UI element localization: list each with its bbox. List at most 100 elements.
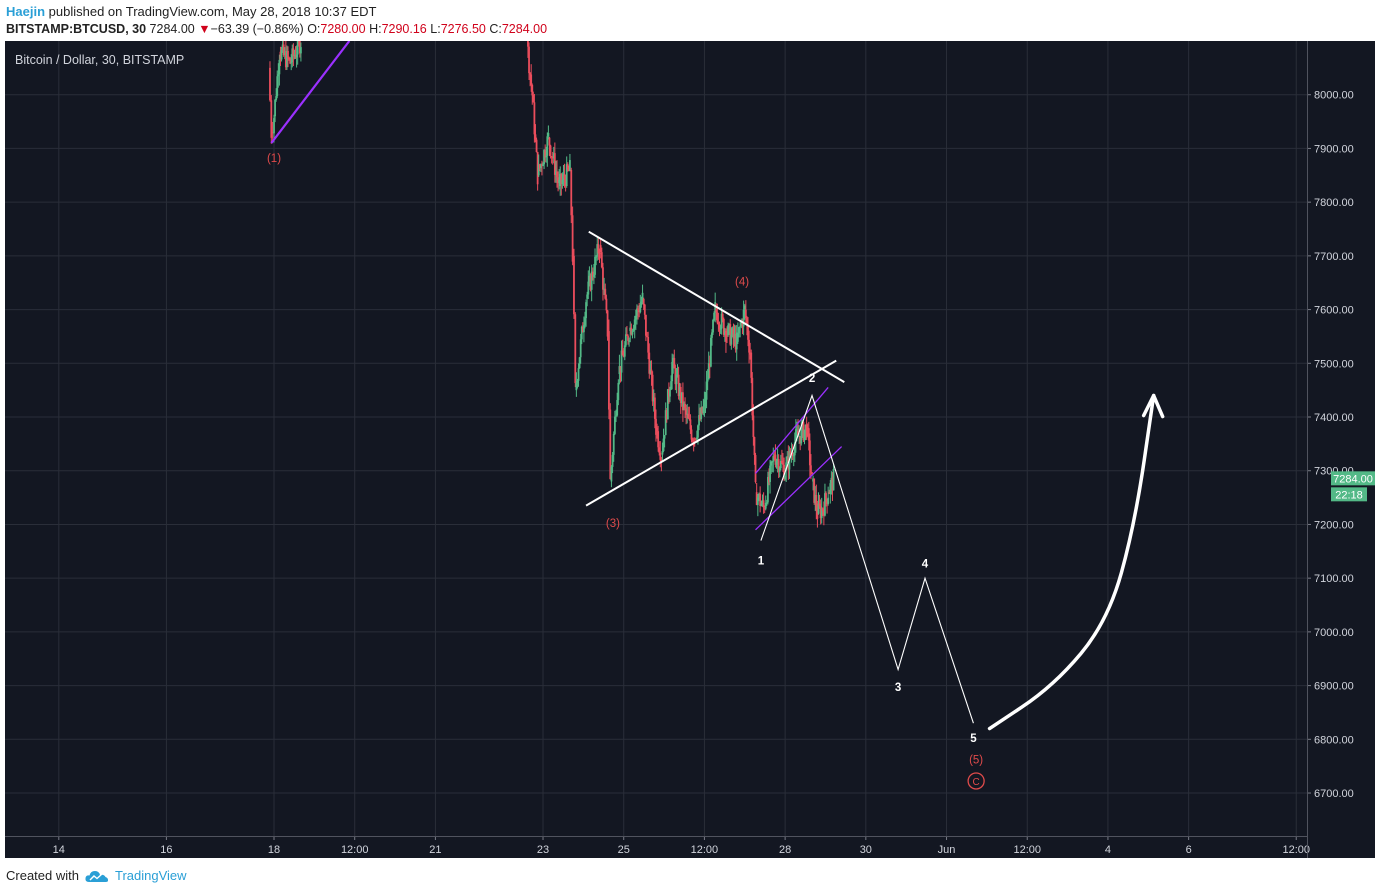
candle-body xyxy=(698,415,700,426)
candle-body xyxy=(552,153,555,159)
plot-area: (1) (3) (4) 1 2 3 4 5 (5) C xyxy=(267,41,1165,790)
candle-body xyxy=(688,418,691,420)
candle-body xyxy=(559,173,562,187)
candle-body xyxy=(755,492,758,505)
candle-body xyxy=(282,44,285,56)
wave-label: 3 xyxy=(895,682,901,694)
candle-body xyxy=(675,374,678,385)
candle-body xyxy=(816,510,819,519)
candle-body xyxy=(822,508,825,516)
candle-body xyxy=(801,422,804,428)
candle-body xyxy=(539,164,542,168)
candle-body xyxy=(590,271,593,290)
x-tick-label: 12:00 xyxy=(691,844,719,856)
candle-body xyxy=(679,386,682,404)
candle-body xyxy=(711,332,713,338)
candle-body xyxy=(555,171,557,175)
candle-body xyxy=(796,430,798,439)
candle-body xyxy=(702,406,705,414)
y-tick-label: 6900.00 xyxy=(1314,681,1354,693)
candle-body xyxy=(792,455,795,457)
candle-body xyxy=(744,309,747,319)
candle-body xyxy=(674,368,677,385)
close-value: 7284.00 xyxy=(501,22,548,36)
candle-body xyxy=(547,133,550,137)
last-price-label: 7284.00 xyxy=(1333,473,1373,485)
created-with-label: Created with xyxy=(6,868,79,883)
candle-body xyxy=(279,51,282,60)
candle-body xyxy=(634,315,637,320)
wave-label: (3) xyxy=(606,518,620,530)
candle-body xyxy=(782,462,784,465)
candle-body xyxy=(541,164,543,167)
candle-body xyxy=(793,442,796,456)
x-tick-label: 21 xyxy=(429,844,441,856)
countdown-badge xyxy=(1331,487,1367,502)
candle-body xyxy=(721,313,724,319)
candle-body xyxy=(646,335,648,337)
candle-body xyxy=(785,462,788,471)
candle-body xyxy=(270,100,273,138)
candle-body xyxy=(529,73,532,75)
candle-body xyxy=(730,334,733,345)
candle-body xyxy=(772,456,775,462)
candle-body xyxy=(699,415,702,420)
candle-body xyxy=(596,244,599,257)
candle-body xyxy=(577,368,580,381)
candle-body xyxy=(273,118,275,134)
candle-body xyxy=(281,44,284,51)
candle-body xyxy=(589,275,592,290)
candle-body xyxy=(805,424,808,438)
last-price-badge xyxy=(1331,471,1375,486)
candle-body xyxy=(767,476,769,503)
candle-body xyxy=(683,403,685,407)
y-tick-label: 7100.00 xyxy=(1314,573,1354,585)
candle-body xyxy=(286,51,288,68)
candle-body xyxy=(594,256,596,275)
candle-body xyxy=(658,447,661,453)
low-label: L: xyxy=(430,22,441,36)
candle-body xyxy=(732,328,735,339)
candle-body xyxy=(743,305,746,310)
candle-body xyxy=(642,298,645,305)
candle-body xyxy=(715,309,718,313)
tradingview-link[interactable]: TradingView xyxy=(85,868,187,883)
published-text: published on TradingView.com, May 28, 20… xyxy=(48,4,377,19)
candle-body xyxy=(761,500,764,504)
candle-body xyxy=(798,436,801,438)
candle-body xyxy=(770,461,773,466)
candle-body xyxy=(550,156,553,158)
candle-body xyxy=(786,456,789,463)
candle-body xyxy=(735,332,738,350)
author-link[interactable]: Haejin xyxy=(6,4,46,19)
candle-body xyxy=(811,472,813,474)
candle-body xyxy=(777,459,780,472)
candle-body xyxy=(643,304,646,315)
candle-body xyxy=(820,508,823,519)
candle-body xyxy=(289,58,292,64)
candle-body xyxy=(694,438,697,440)
candle-body xyxy=(713,312,716,320)
candle-body xyxy=(295,54,298,58)
chart-background xyxy=(5,41,1375,858)
candle-body xyxy=(584,318,586,326)
candle-body xyxy=(734,334,737,350)
candle-body xyxy=(536,152,539,185)
candle-body xyxy=(687,413,690,419)
candle-body xyxy=(741,321,744,327)
candle-body xyxy=(587,281,590,295)
candle-body xyxy=(825,493,827,500)
candle-body xyxy=(615,415,617,417)
footer: Created with TradingView xyxy=(6,868,187,883)
candle-body xyxy=(647,336,650,353)
recovery-arrowhead xyxy=(1141,393,1165,419)
price-chart[interactable]: 6700.00 6800.00 6900.00 7000.00 7100.00 7200.… xyxy=(5,41,1375,858)
y-tick-label: 7500.00 xyxy=(1314,358,1354,370)
candle-body xyxy=(576,380,579,383)
candle-body xyxy=(591,271,594,277)
candle-body xyxy=(722,318,725,335)
candle-body xyxy=(653,397,656,419)
x-tick-label: 25 xyxy=(618,844,630,856)
candle-body xyxy=(717,322,720,324)
candle-body xyxy=(830,477,833,484)
